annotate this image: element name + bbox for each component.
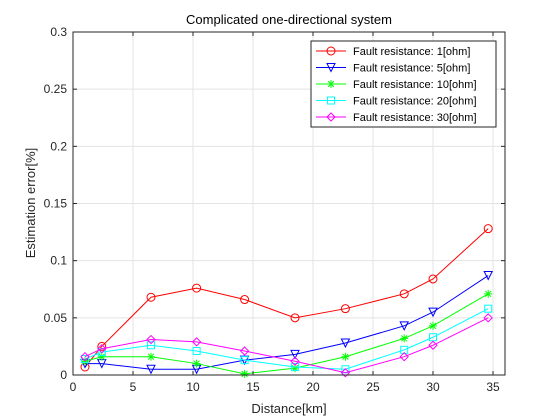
data-point xyxy=(428,307,438,318)
series-line xyxy=(84,317,489,374)
data-point xyxy=(191,337,202,347)
data-point xyxy=(146,334,156,345)
y-tick-label: 0.15 xyxy=(44,197,68,211)
data-point xyxy=(399,351,409,362)
legend: Fault resistance: 1[ohm] Fault resistance… xyxy=(310,40,497,128)
y-axis-label: Estimation error[%] xyxy=(23,148,38,259)
data-point xyxy=(147,352,155,361)
legend-box xyxy=(310,40,497,128)
data-point xyxy=(240,356,249,365)
legend-marker xyxy=(326,112,336,122)
data-point xyxy=(483,271,494,281)
data-point xyxy=(291,362,299,371)
x-tick-label: 30 xyxy=(426,380,440,394)
data-point xyxy=(291,364,299,373)
data-point xyxy=(428,274,438,284)
legend-marker xyxy=(327,96,335,105)
data-point xyxy=(240,369,249,378)
data-point xyxy=(484,289,493,298)
legend-item: Fault resistance: 20[ohm] xyxy=(316,96,477,108)
data-point xyxy=(146,292,156,302)
data-point xyxy=(192,283,202,293)
data-point xyxy=(340,338,351,349)
y-tick-label: 0.1 xyxy=(50,254,67,268)
series-4 xyxy=(81,304,493,374)
data-point xyxy=(97,352,106,361)
legend-label: Fault resistance: 10[ohm] xyxy=(353,79,477,91)
x-tick-label: 35 xyxy=(486,380,500,394)
x-tick-label: 10 xyxy=(186,380,200,394)
series-line xyxy=(84,308,489,370)
y-tick-label: 0.25 xyxy=(44,82,68,96)
data-point xyxy=(400,334,409,343)
data-point xyxy=(240,295,250,305)
y-tick-label: 0.05 xyxy=(44,311,68,325)
series-layer xyxy=(80,224,494,378)
data-point xyxy=(81,354,89,363)
x-tick-label: 20 xyxy=(306,380,320,394)
x-tick-label: 15 xyxy=(246,380,260,394)
legend-item: Fault resistance: 5[ohm] xyxy=(316,63,470,75)
axes xyxy=(72,31,506,376)
data-point xyxy=(399,289,409,299)
data-point xyxy=(290,356,300,366)
data-point xyxy=(428,340,438,350)
data-point xyxy=(340,368,351,378)
legend-marker xyxy=(326,46,336,56)
x-tick-label: 5 xyxy=(130,380,137,394)
data-point xyxy=(341,352,350,361)
data-point xyxy=(290,313,300,323)
data-point xyxy=(192,359,201,368)
legend-item: Fault resistance: 1[ohm] xyxy=(316,46,470,58)
series-5 xyxy=(80,313,493,378)
data-point xyxy=(429,321,437,330)
chart-title: Complicated one-directional system xyxy=(186,12,392,27)
legend-label: Fault resistance: 30[ohm] xyxy=(353,112,477,124)
series-line xyxy=(84,293,489,375)
data-point xyxy=(192,346,201,355)
series-line xyxy=(84,228,489,368)
data-point xyxy=(484,304,493,313)
series-line xyxy=(85,275,489,370)
data-point xyxy=(340,304,350,314)
legend-marker xyxy=(326,63,336,73)
data-point xyxy=(80,351,90,362)
data-point xyxy=(483,313,493,323)
data-point xyxy=(239,346,250,356)
x-axis-label: Distance[km] xyxy=(251,401,326,416)
data-point xyxy=(290,349,300,360)
legend-marker xyxy=(327,80,335,88)
data-point xyxy=(97,341,107,351)
legend-label: Fault resistance: 1[ohm] xyxy=(353,46,470,58)
tick-labels: 0 5 10 15 20 25 30 35 0 0.05 0.1 0.15 0.2 0.25 0.3 xyxy=(44,25,500,394)
y-tick-label: 0 xyxy=(60,368,67,382)
legend-item: Fault resistance: 10[ohm] xyxy=(316,79,477,91)
legend-item: Fault resistance: 30[ohm] xyxy=(316,112,477,124)
y-tick-label: 0.2 xyxy=(50,139,67,153)
data-point xyxy=(399,321,410,331)
legend-label: Fault resistance: 5[ohm] xyxy=(353,63,470,75)
x-tick-label: 25 xyxy=(366,380,380,394)
series-3 xyxy=(81,289,493,378)
data-point xyxy=(147,341,155,350)
x-tick-label: 0 xyxy=(70,380,77,394)
data-point xyxy=(146,364,156,375)
legend-label: Fault resistance: 20[ohm] xyxy=(353,96,477,108)
data-point xyxy=(97,343,107,354)
data-point xyxy=(483,224,493,234)
y-tick-label: 0.3 xyxy=(50,25,67,39)
